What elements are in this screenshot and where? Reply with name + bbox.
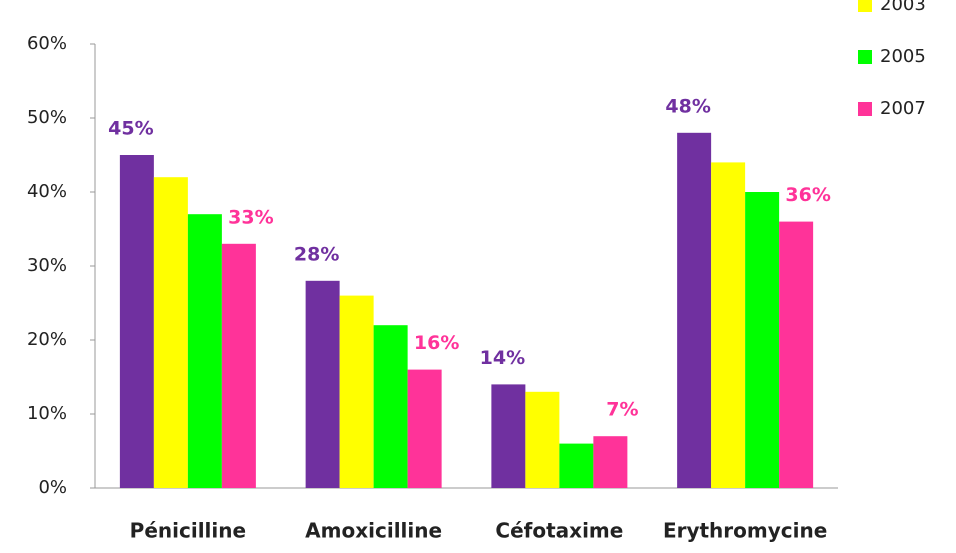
bar (119, 155, 154, 488)
bar (593, 436, 628, 488)
legend-swatch (858, 0, 872, 12)
bar (305, 280, 340, 488)
bar (187, 214, 222, 488)
y-tick-label: 40% (27, 181, 67, 202)
value-label: 14% (480, 347, 525, 369)
bar (153, 177, 188, 488)
bar (221, 243, 256, 488)
x-tick-label: Pénicilline (130, 519, 246, 543)
value-label: 48% (665, 95, 710, 117)
value-label: 45% (108, 118, 153, 140)
legend-label: 2007 (880, 98, 926, 119)
legend-swatch (858, 102, 872, 116)
bar (559, 443, 594, 488)
legend-label: 2005 (880, 46, 926, 67)
bar (779, 221, 814, 488)
y-tick-label: 30% (27, 255, 67, 276)
value-label: 36% (785, 184, 830, 206)
bar (745, 192, 780, 488)
bar (339, 295, 374, 488)
x-tick-label: Amoxicilline (305, 519, 442, 543)
y-tick-label: 50% (27, 107, 67, 128)
bar (491, 384, 526, 488)
y-tick-label: 10% (27, 403, 67, 424)
x-tick-label: Céfotaxime (495, 519, 623, 543)
value-label: 16% (414, 332, 459, 354)
x-tick-label: Erythromycine (663, 519, 827, 543)
y-tick-label: 20% (27, 329, 67, 350)
y-tick-label: 60% (27, 33, 67, 54)
legend-swatch (858, 50, 872, 64)
bar (677, 132, 712, 489)
bar (525, 391, 560, 488)
legend-label: 2003 (880, 0, 926, 15)
bar (373, 325, 408, 488)
value-label: 28% (294, 243, 339, 265)
bar (711, 162, 746, 488)
bar (407, 369, 442, 488)
y-tick-label: 0% (38, 477, 67, 498)
value-label: 7% (606, 399, 638, 421)
value-label: 33% (228, 206, 273, 228)
